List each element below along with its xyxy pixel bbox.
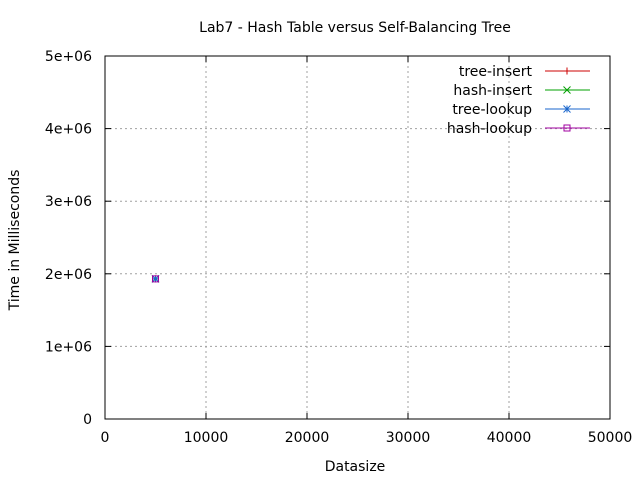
grid	[105, 56, 610, 419]
axis-tick-labels: 0 10000 20000 30000 40000 50000 0 1e+06 2e+06 3e+…	[45, 49, 632, 446]
legend-label-hash-lookup: hash-lookup	[447, 121, 532, 137]
x-tick-label: 10000	[184, 430, 229, 446]
data-points	[151, 275, 160, 283]
y-axis-label: Time in Milliseconds	[7, 170, 23, 312]
legend-marker-tree-lookup	[563, 105, 571, 113]
hash-lookup-point	[152, 275, 159, 283]
x-tick-label: 50000	[588, 430, 633, 446]
legend-marker-tree-insert	[563, 67, 571, 75]
plot-frame	[104, 55, 611, 420]
legend: tree-insert hash-insert tree-lookup hash-lo…	[447, 64, 590, 137]
chart-title: Lab7 - Hash Table versus Self-Balancing …	[199, 20, 511, 36]
x-axis-label: Datasize	[325, 459, 386, 475]
x-tick-label: 0	[101, 430, 110, 446]
tree-lookup-point	[151, 275, 160, 283]
y-tick-label: 0	[83, 412, 92, 428]
legend-label-hash-insert: hash-insert	[453, 83, 532, 99]
x-tick-label: 40000	[487, 430, 532, 446]
y-tick-label: 5e+06	[45, 49, 92, 65]
y-tick-label: 3e+06	[45, 194, 92, 210]
axis-ticks	[104, 55, 611, 420]
y-tick-label: 4e+06	[45, 122, 92, 138]
legend-marker-hash-insert	[563, 86, 571, 94]
x-tick-label: 20000	[285, 430, 330, 446]
x-tick-label: 30000	[386, 430, 431, 446]
legend-marker-hash-lookup	[563, 124, 571, 132]
y-tick-label: 1e+06	[45, 339, 92, 355]
legend-label-tree-lookup: tree-lookup	[452, 102, 532, 118]
y-tick-label: 2e+06	[45, 267, 92, 283]
legend-label-tree-insert: tree-insert	[459, 64, 533, 80]
